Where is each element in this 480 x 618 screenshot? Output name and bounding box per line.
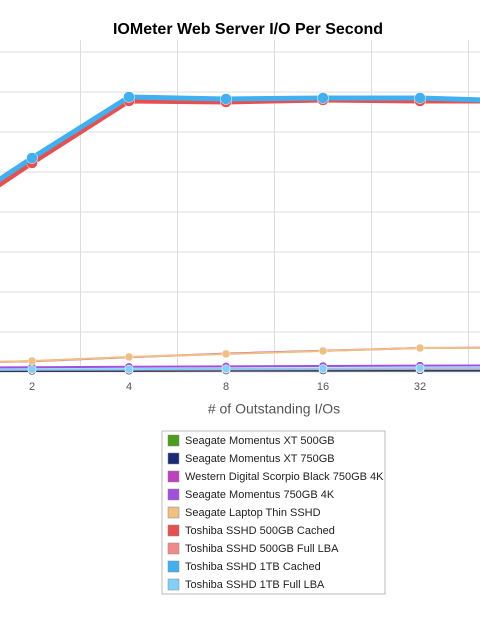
- x-tick-label: 32: [414, 381, 426, 393]
- legend: [161, 430, 386, 595]
- data-point: [317, 92, 329, 104]
- legend-label: Toshiba SSHD 500GB Full LBA: [185, 543, 339, 555]
- x-tick-label: 16: [317, 381, 329, 393]
- x-tick-label: 2: [29, 381, 35, 393]
- legend-label: Seagate Momentus 750GB 4K: [185, 489, 335, 501]
- data-point: [221, 364, 231, 374]
- legend-swatch: [167, 470, 180, 483]
- legend-swatch: [167, 560, 180, 573]
- data-point: [415, 343, 425, 353]
- legend-swatch: [167, 452, 180, 465]
- legend-swatch: [167, 488, 180, 501]
- legend-label: Toshiba SSHD 1TB Cached: [185, 561, 321, 573]
- data-point: [124, 352, 134, 362]
- legend-label: Western Digital Scorpio Black 750GB 4K: [185, 471, 384, 483]
- x-tick-label: 8: [223, 381, 229, 393]
- data-point: [27, 356, 37, 366]
- legend-label: Toshiba SSHD 500GB Cached: [185, 525, 335, 537]
- data-point: [26, 152, 38, 164]
- data-point: [415, 363, 425, 373]
- chart-title: IOMeter Web Server I/O Per Second: [113, 21, 383, 38]
- x-axis-label: # of Outstanding I/Os: [208, 401, 340, 417]
- series-line: [0, 97, 480, 188]
- data-point: [220, 93, 232, 105]
- legend-swatch: [167, 524, 180, 537]
- legend-label: Seagate Laptop Thin SSHD: [185, 507, 321, 519]
- data-point: [27, 365, 37, 374]
- legend-label: Seagate Momentus XT 750GB: [185, 453, 335, 465]
- legend-label: Seagate Momentus XT 500GB: [185, 435, 335, 447]
- data-point: [414, 92, 426, 104]
- data-point: [221, 349, 231, 359]
- series-line: [0, 347, 480, 363]
- data-point: [318, 364, 328, 373]
- series-line: [0, 94, 480, 183]
- legend-swatch: [167, 506, 180, 519]
- legend-swatch: [167, 434, 180, 447]
- legend-swatch: [167, 578, 180, 591]
- legend-label: Toshiba SSHD 1TB Full LBA: [185, 579, 325, 591]
- data-point: [124, 364, 134, 374]
- x-tick-label: 4: [126, 381, 132, 393]
- data-point: [318, 346, 328, 356]
- data-point: [123, 91, 135, 103]
- legend-swatch: [167, 542, 180, 555]
- series-line: [0, 346, 480, 363]
